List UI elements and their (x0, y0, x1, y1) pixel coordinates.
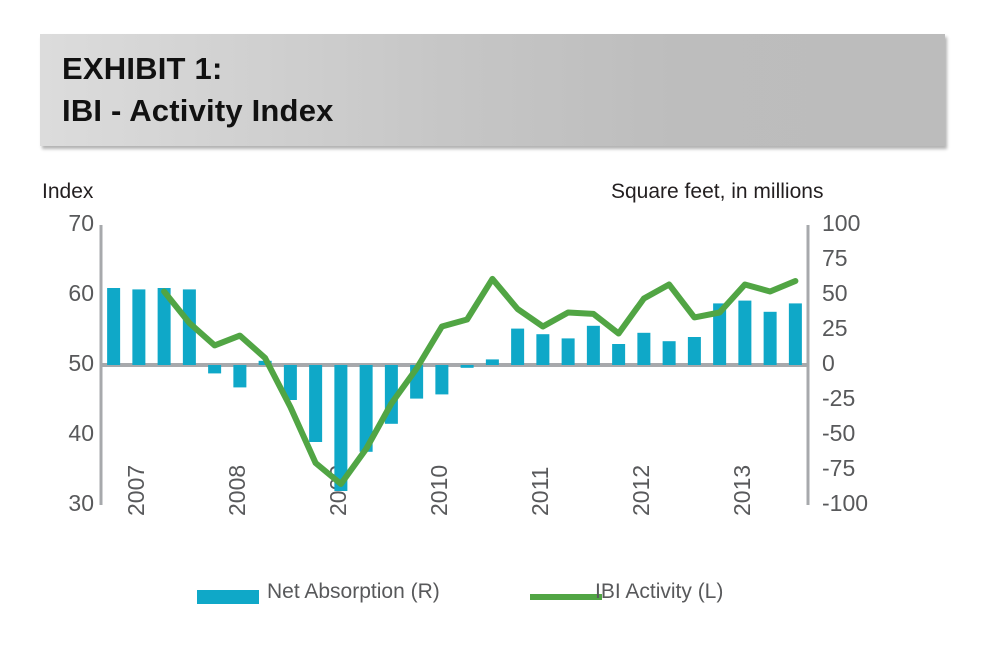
bar-2011Q1 (511, 328, 525, 365)
left-axis-caption: Index (42, 180, 94, 203)
bar-2009Q3 (359, 365, 373, 452)
exhibit-header-banner: EXHIBIT 1: IBI - Activity Index (40, 34, 945, 146)
bar-2011Q3 (561, 338, 575, 365)
left-tick-30: 30 (68, 490, 94, 516)
right-tick-50: 50 (822, 280, 848, 306)
bar-series-net-absorption (107, 288, 802, 491)
bar-2010Q2 (435, 365, 449, 395)
right-tick-neg25: -25 (822, 385, 856, 411)
legend-swatch-ibi-activity (530, 594, 602, 600)
left-axis-tick-labels: 70 60 50 40 30 (44, 0, 94, 655)
bar-2007Q4 (182, 289, 196, 365)
right-tick-25: 25 (822, 315, 848, 341)
axis-lines (99, 225, 810, 505)
legend-label-net-absorption: Net Absorption (R) (267, 580, 440, 603)
bar-2008Q4 (283, 365, 297, 400)
bar-2013Q2 (738, 300, 752, 365)
right-tick-100: 100 (822, 210, 861, 236)
ibi-activity-polyline (161, 275, 799, 487)
right-tick-0: 0 (822, 350, 835, 376)
right-axis-caption: Square feet, in millions (611, 180, 824, 203)
left-tick-50: 50 (68, 350, 94, 376)
bar-2012Q1 (612, 344, 626, 365)
bar-2011Q4 (586, 325, 600, 365)
right-tick-75: 75 (822, 245, 848, 271)
bar-2013Q3 (763, 311, 777, 365)
bar-2012Q2 (637, 332, 651, 365)
bar-2008Q2 (233, 365, 247, 388)
bar-2007Q3 (157, 288, 171, 365)
legend-label-ibi-activity: IBI Activity (L) (595, 580, 724, 603)
bar-2007Q2 (132, 289, 146, 365)
line-series-ibi-activity (161, 275, 799, 487)
right-tick-neg100: -100 (822, 490, 869, 516)
bar-2008Q1 (208, 365, 222, 374)
bar-2009Q2 (334, 365, 348, 491)
bar-2010Q3 (460, 365, 474, 368)
right-tick-neg50: -50 (822, 420, 856, 446)
right-axis-tick-labels: 100 75 50 25 0 -25 -50 -75 -100 (822, 0, 902, 655)
bar-2012Q4 (687, 337, 701, 365)
exhibit-title: IBI - Activity Index (62, 93, 334, 128)
bar-2007Q1 (107, 288, 121, 365)
left-tick-60: 60 (68, 280, 94, 306)
exhibit-number: EXHIBIT 1: (62, 51, 223, 86)
left-tick-40: 40 (68, 420, 94, 446)
bar-2012Q3 (662, 341, 676, 365)
bar-2011Q2 (536, 334, 550, 365)
bar-2009Q1 (309, 365, 323, 442)
legend-swatch-net-absorption (197, 590, 259, 604)
right-tick-neg75: -75 (822, 455, 856, 481)
bar-2013Q1 (713, 303, 727, 365)
left-tick-70: 70 (68, 210, 94, 236)
bar-2010Q4 (485, 359, 499, 365)
bar-2013Q4 (788, 303, 802, 365)
